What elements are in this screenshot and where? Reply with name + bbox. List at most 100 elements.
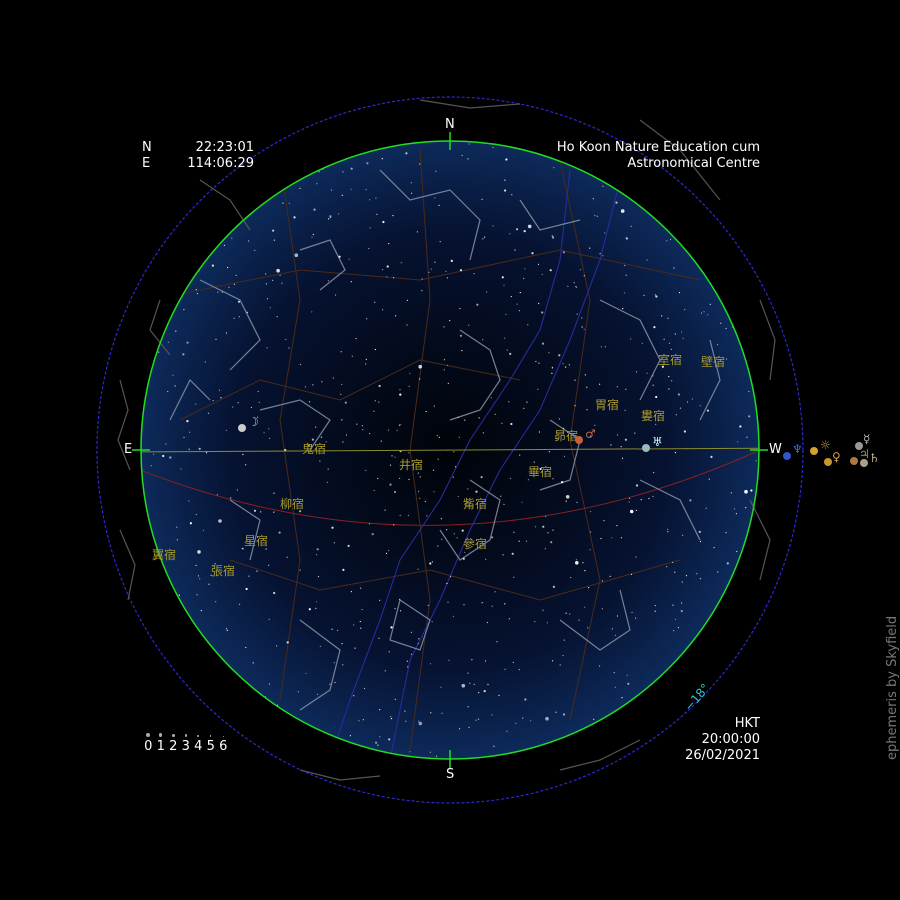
star (233, 317, 235, 319)
star (565, 500, 567, 502)
magnitude-scale: 0 1 2 3 4 5 6 (142, 728, 230, 754)
star (589, 247, 591, 249)
star (319, 460, 321, 462)
star (551, 235, 553, 237)
star (527, 224, 532, 229)
star (594, 424, 596, 426)
star (455, 466, 457, 468)
star (584, 570, 586, 572)
solar-system-bodies: ☽ ♂ ♅ ♆ ☼ ♀ ☿ ♃ ♄ (238, 415, 880, 467)
star (186, 341, 189, 344)
star (256, 416, 259, 418)
star (446, 529, 448, 531)
star (600, 537, 602, 540)
star (679, 407, 682, 409)
star (273, 511, 275, 513)
galactic-equator (141, 449, 759, 526)
star (348, 258, 350, 260)
star (559, 664, 561, 666)
time-block: HKT 20:00:00 26/02/2021 (685, 716, 760, 764)
star (241, 547, 243, 550)
star (269, 437, 271, 439)
star (221, 291, 223, 293)
star (335, 294, 337, 296)
star (648, 497, 650, 500)
star (504, 603, 506, 605)
star (552, 236, 555, 239)
star (535, 360, 537, 363)
star (338, 213, 340, 215)
star (286, 556, 288, 558)
star (530, 720, 532, 722)
star (165, 443, 167, 445)
star (385, 552, 388, 555)
star (461, 529, 464, 532)
east-label: E (124, 442, 133, 457)
star (294, 253, 299, 257)
star (745, 507, 747, 509)
star (673, 267, 675, 269)
mansion-label: 星宿 (244, 533, 268, 548)
star (374, 400, 376, 402)
star (575, 561, 579, 565)
star (365, 189, 367, 191)
star (613, 672, 615, 674)
star (706, 409, 710, 412)
star (359, 620, 361, 623)
star (710, 455, 713, 458)
star (699, 405, 701, 407)
star (417, 642, 419, 645)
star (524, 698, 527, 701)
star (439, 241, 441, 243)
star (428, 271, 430, 273)
star (388, 549, 390, 552)
star (594, 214, 596, 217)
star (212, 400, 214, 402)
star (653, 472, 655, 474)
star (238, 316, 240, 318)
star (510, 422, 513, 426)
uranus-symbol: ♅ (652, 435, 663, 449)
mansion-label: 畢宿 (528, 464, 552, 479)
star (399, 389, 401, 391)
star (202, 529, 204, 531)
star (326, 481, 328, 483)
star (327, 468, 329, 470)
star (504, 189, 507, 192)
star (438, 204, 440, 206)
star (629, 509, 634, 514)
magnitude-label: 6 (219, 738, 228, 754)
star (548, 352, 550, 354)
star (399, 477, 401, 479)
latitude-hemisphere: N (142, 140, 152, 155)
star (646, 372, 648, 374)
star (418, 490, 420, 492)
star (440, 518, 442, 520)
star (299, 569, 301, 571)
star (459, 334, 463, 337)
star (360, 587, 362, 589)
star (329, 217, 331, 219)
star (544, 548, 546, 550)
star (494, 591, 496, 593)
star (562, 427, 565, 429)
star (368, 523, 371, 525)
star (552, 478, 554, 480)
venus-marker (824, 458, 832, 466)
star (276, 645, 278, 647)
star (668, 376, 670, 378)
star (511, 552, 514, 555)
star (450, 259, 453, 262)
star (236, 489, 238, 491)
star (273, 239, 275, 241)
star (746, 436, 748, 438)
star-field (150, 141, 757, 757)
star (183, 436, 185, 438)
star (593, 718, 595, 720)
star (506, 730, 508, 732)
star (654, 294, 657, 296)
star (410, 182, 412, 184)
star (440, 686, 442, 688)
star (373, 489, 375, 492)
star (390, 716, 392, 718)
